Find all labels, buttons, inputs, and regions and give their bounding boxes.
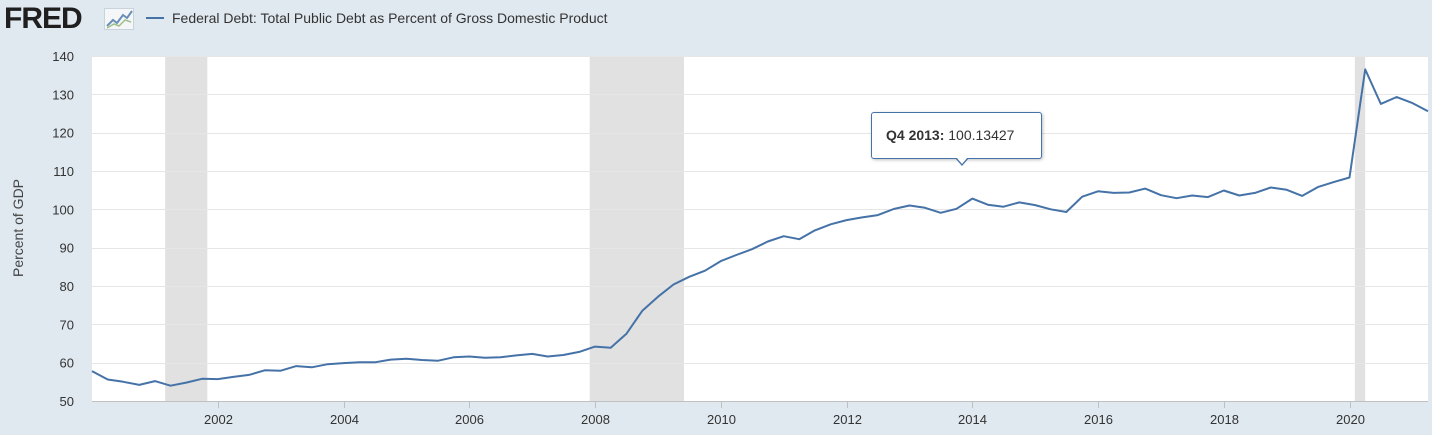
x-tick-label-2010: 2010 xyxy=(707,412,736,427)
y-tick-label-100: 100 xyxy=(52,202,74,217)
fred-logo[interactable]: FRED xyxy=(4,2,83,35)
plot-area xyxy=(92,56,1428,401)
recession-shading xyxy=(165,56,1366,401)
x-tick-label-2012: 2012 xyxy=(833,412,862,427)
recession-band-3 xyxy=(1354,56,1366,401)
x-axis: 2002 2004 2006 2008 2010 2012 2014 2016 2018 2020 xyxy=(92,401,1428,427)
y-tick-label-90: 90 xyxy=(60,241,74,256)
recession-band-1 xyxy=(165,56,208,401)
y-tick-label-110: 110 xyxy=(53,164,74,179)
tooltip-pointer-fill xyxy=(956,157,968,164)
legend-swatch xyxy=(146,17,164,19)
chart-legend: Federal Debt: Total Public Debt as Perce… xyxy=(146,8,608,28)
x-tick-label-2008: 2008 xyxy=(581,412,610,427)
y-axis: 50 60 70 80 90 100 110 120 130 140 xyxy=(52,49,74,409)
y-tick-label-70: 70 xyxy=(60,317,74,332)
y-tick-label-80: 80 xyxy=(60,279,74,294)
tooltip-value: 100.13427 xyxy=(948,127,1015,143)
recession-band-2 xyxy=(589,56,684,401)
y-axis-label: Percent of GDP xyxy=(10,179,26,277)
y-tick-label-130: 130 xyxy=(52,87,74,102)
series-layer xyxy=(91,68,1429,387)
x-tick-label-2018: 2018 xyxy=(1210,412,1239,427)
x-tick-label-2020: 2020 xyxy=(1336,412,1365,427)
tooltip-date: Q4 2013: xyxy=(886,127,945,143)
x-tick-label-2004: 2004 xyxy=(330,412,359,427)
y-tick-label-140: 140 xyxy=(52,49,74,64)
fred-chart-icon xyxy=(104,8,134,30)
x-tick-label-2016: 2016 xyxy=(1084,412,1113,427)
y-tick-label-50: 50 xyxy=(60,394,74,409)
tooltip: Q4 2013: 100.13427 xyxy=(871,112,1042,159)
y-tick-label-60: 60 xyxy=(60,356,74,371)
x-tick-label-2006: 2006 xyxy=(455,412,484,427)
x-tick-label-2002: 2002 xyxy=(204,412,233,427)
series-line-1[interactable] xyxy=(91,68,1429,387)
legend-label: Federal Debt: Total Public Debt as Perce… xyxy=(172,10,608,26)
y-tick-label-120: 120 xyxy=(52,126,74,141)
x-tick-label-2014: 2014 xyxy=(958,412,987,427)
chart-header: FRED Federal Debt: Total Public Debt as … xyxy=(0,0,1432,40)
